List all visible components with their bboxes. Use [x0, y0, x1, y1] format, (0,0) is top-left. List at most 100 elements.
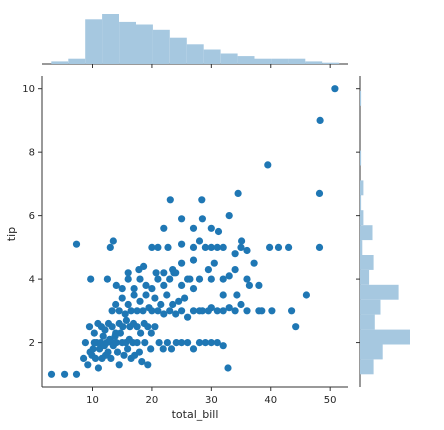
scatter-point — [166, 275, 174, 283]
scatter-point — [108, 307, 116, 315]
scatter-point — [166, 196, 174, 204]
scatter-point — [231, 250, 239, 258]
scatter-point — [245, 281, 253, 289]
scatter-point — [210, 259, 218, 267]
top-hist-bar — [68, 58, 86, 64]
scatter-point — [172, 339, 180, 347]
scatter-point — [94, 364, 102, 372]
scatter-point — [157, 300, 165, 309]
scatter-point — [160, 310, 168, 318]
scatter-point — [225, 212, 233, 220]
scatter-point — [231, 307, 239, 315]
scatter-point — [148, 307, 156, 315]
scatter-point — [172, 310, 180, 318]
scatter-point — [219, 243, 227, 251]
scatter-point — [47, 370, 56, 378]
scatter-point — [207, 275, 215, 283]
top-hist-bar — [102, 14, 119, 64]
scatter-point — [238, 237, 246, 245]
scatter-point — [141, 339, 149, 347]
scatter-point — [207, 339, 215, 347]
scatter-point — [124, 275, 132, 283]
right-hist-bar — [360, 195, 362, 211]
y-axis-label: tip — [5, 227, 18, 241]
scatter-point — [234, 189, 242, 197]
scatter-point — [302, 291, 310, 299]
scatter-point — [164, 243, 172, 251]
scatter-point — [107, 354, 115, 362]
scatter-points — [47, 85, 339, 378]
scatter-point — [178, 240, 186, 248]
scatter-point — [133, 323, 141, 331]
x-tick-label: 30 — [205, 395, 218, 406]
scatter-point — [160, 281, 168, 289]
scatter-point — [112, 329, 120, 337]
right-hist-bar — [360, 344, 383, 360]
scatter-point — [250, 259, 258, 267]
top-hist-bar — [85, 19, 103, 64]
top-hist-bar — [119, 21, 136, 64]
scatter-point — [152, 269, 160, 277]
scatter-point — [99, 332, 107, 340]
scatter-point — [214, 227, 223, 236]
right-hist-bar — [360, 90, 362, 106]
scatter-point — [219, 291, 227, 299]
scatter-point — [135, 348, 143, 356]
scatter-point — [195, 339, 204, 347]
scatter-point — [198, 307, 206, 315]
scatter-point — [204, 266, 212, 274]
scatter-point — [133, 307, 141, 315]
scatter-point — [72, 370, 81, 378]
y-tick-label: 6 — [29, 211, 35, 222]
top-hist-bar — [288, 58, 306, 64]
right-hist-bar — [360, 240, 363, 255]
y-tick-label: 2 — [29, 338, 35, 349]
scatter-point — [159, 345, 167, 353]
scatter-point — [186, 275, 194, 283]
scatter-point — [316, 116, 324, 124]
top-hist-bar — [186, 44, 204, 64]
scatter-point — [151, 294, 159, 302]
scatter-point — [80, 354, 88, 362]
scatter-point — [122, 316, 130, 324]
right-hist-bar — [360, 359, 374, 375]
scatter-point — [285, 243, 293, 251]
x-tick-label: 40 — [264, 395, 277, 406]
scatter-point — [184, 339, 192, 347]
scatter-point — [160, 224, 168, 232]
scatter-point — [225, 304, 233, 312]
scatter-point — [201, 339, 209, 347]
scatter-point — [121, 310, 129, 318]
scatter-point — [140, 262, 148, 270]
scatter-point — [104, 348, 112, 356]
scatter-point — [243, 275, 251, 283]
scatter-point — [155, 339, 163, 347]
scatter-point — [189, 307, 198, 315]
scatter-point — [178, 259, 186, 267]
x-tick-label: 20 — [146, 395, 159, 406]
scatter-point — [120, 351, 128, 359]
top-hist-bar — [203, 49, 221, 64]
scatter-point — [207, 243, 215, 251]
scatter-point — [61, 370, 69, 378]
right-hist-bar — [360, 210, 364, 226]
scatter-point — [219, 342, 227, 350]
scatter-point — [274, 243, 283, 251]
scatter-point — [163, 339, 171, 347]
top-hist-bar — [51, 61, 69, 64]
scatter-point — [163, 291, 171, 299]
scatter-point — [147, 329, 155, 337]
scatter-point — [231, 266, 239, 274]
right-hist-bar — [360, 269, 370, 285]
scatter-point — [148, 243, 156, 251]
scatter-point — [288, 307, 296, 315]
top-hist-bar — [220, 53, 238, 64]
scatter-point — [124, 345, 132, 353]
scatter-point — [118, 294, 126, 302]
x-tick-label: 10 — [86, 395, 99, 406]
scatter-point — [213, 339, 221, 347]
scatter-point — [118, 285, 126, 293]
scatter-point — [130, 291, 138, 299]
scatter-point — [113, 348, 122, 356]
scatter-point — [115, 361, 123, 369]
